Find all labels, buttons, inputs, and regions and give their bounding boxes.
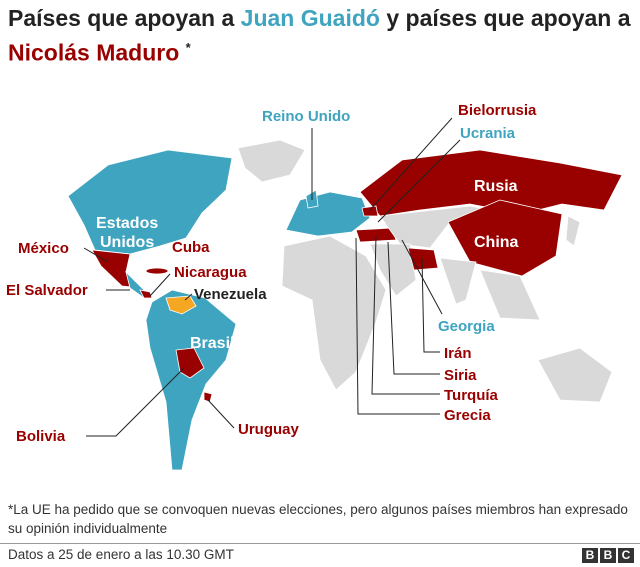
turkey <box>355 227 397 243</box>
leader-line <box>377 139 461 223</box>
land <box>67 139 623 471</box>
map: Reino Unido Bielorrusia Ucrania Rusia Ch… <box>6 102 623 471</box>
leader-lines <box>83 117 461 437</box>
bbc-logo: B B C <box>582 548 634 563</box>
title-maduro: Nicolás Maduro <box>8 39 180 66</box>
russia <box>359 149 623 217</box>
middle-east <box>369 243 417 297</box>
source: Datos a 25 de enero a las 10.30 GMT <box>8 547 234 562</box>
leader-line <box>355 237 440 415</box>
label-usa: Unidos <box>100 234 154 251</box>
label-ukraine: Ucrania <box>460 125 516 142</box>
leader-line <box>149 273 171 297</box>
title-guaido: Juan Guaidó <box>240 5 380 31</box>
footnote: *La UE ha pedido que se convoquen nuevas… <box>8 502 628 536</box>
label-bolivia: Bolivia <box>16 428 66 445</box>
title-asterisk: * <box>185 40 191 55</box>
venezuela <box>165 295 197 315</box>
label-el-salvador: El Salvador <box>6 282 88 299</box>
greenland <box>237 139 306 183</box>
europe <box>285 191 371 237</box>
belarus <box>361 205 379 217</box>
africa <box>281 235 387 391</box>
japan <box>565 215 581 247</box>
logo-letter: B <box>600 548 616 563</box>
label-greece: Grecia <box>444 407 491 424</box>
label-china: China <box>474 234 519 251</box>
leader-line <box>83 247 109 263</box>
logo-letter: B <box>582 548 598 563</box>
south-america <box>145 289 237 471</box>
leader-line <box>184 293 193 301</box>
title-text: Países que apoyan a <box>8 5 241 31</box>
label-usa: Estados <box>96 215 158 232</box>
label-uruguay: Uruguay <box>238 421 300 438</box>
leader-line <box>86 367 185 437</box>
label-brazil: Brasil <box>190 335 234 352</box>
australia <box>537 347 613 403</box>
label-syria: Siria <box>444 367 477 384</box>
cuba <box>145 267 169 275</box>
title: Países que apoyan a Juan Guaidó y países… <box>8 4 633 68</box>
label-belarus: Bielorrusia <box>458 102 537 119</box>
label-mexico: México <box>18 240 69 257</box>
leader-line <box>369 117 453 211</box>
leader-line <box>387 241 440 375</box>
label-turkey: Turquía <box>444 387 499 404</box>
label-venezuela: Venezuela <box>194 286 267 303</box>
logo-letter: C <box>618 548 634 563</box>
title-text: y países que apoyan a <box>379 5 637 31</box>
bolivia <box>175 347 205 379</box>
leader-line <box>421 257 440 353</box>
leader-line <box>207 399 235 429</box>
label-georgia: Georgia <box>438 318 495 335</box>
divider <box>0 543 640 544</box>
north-america <box>67 149 233 255</box>
india <box>439 257 477 305</box>
label-iran: Irán <box>444 345 472 362</box>
label-uk: Reino Unido <box>262 108 350 125</box>
label-nicaragua: Nicaragua <box>174 264 247 281</box>
nicaragua <box>139 289 153 299</box>
label-russia: Rusia <box>474 178 518 195</box>
label-cuba: Cuba <box>172 239 210 256</box>
leader-line <box>371 235 440 395</box>
southeast-asia <box>479 269 541 321</box>
